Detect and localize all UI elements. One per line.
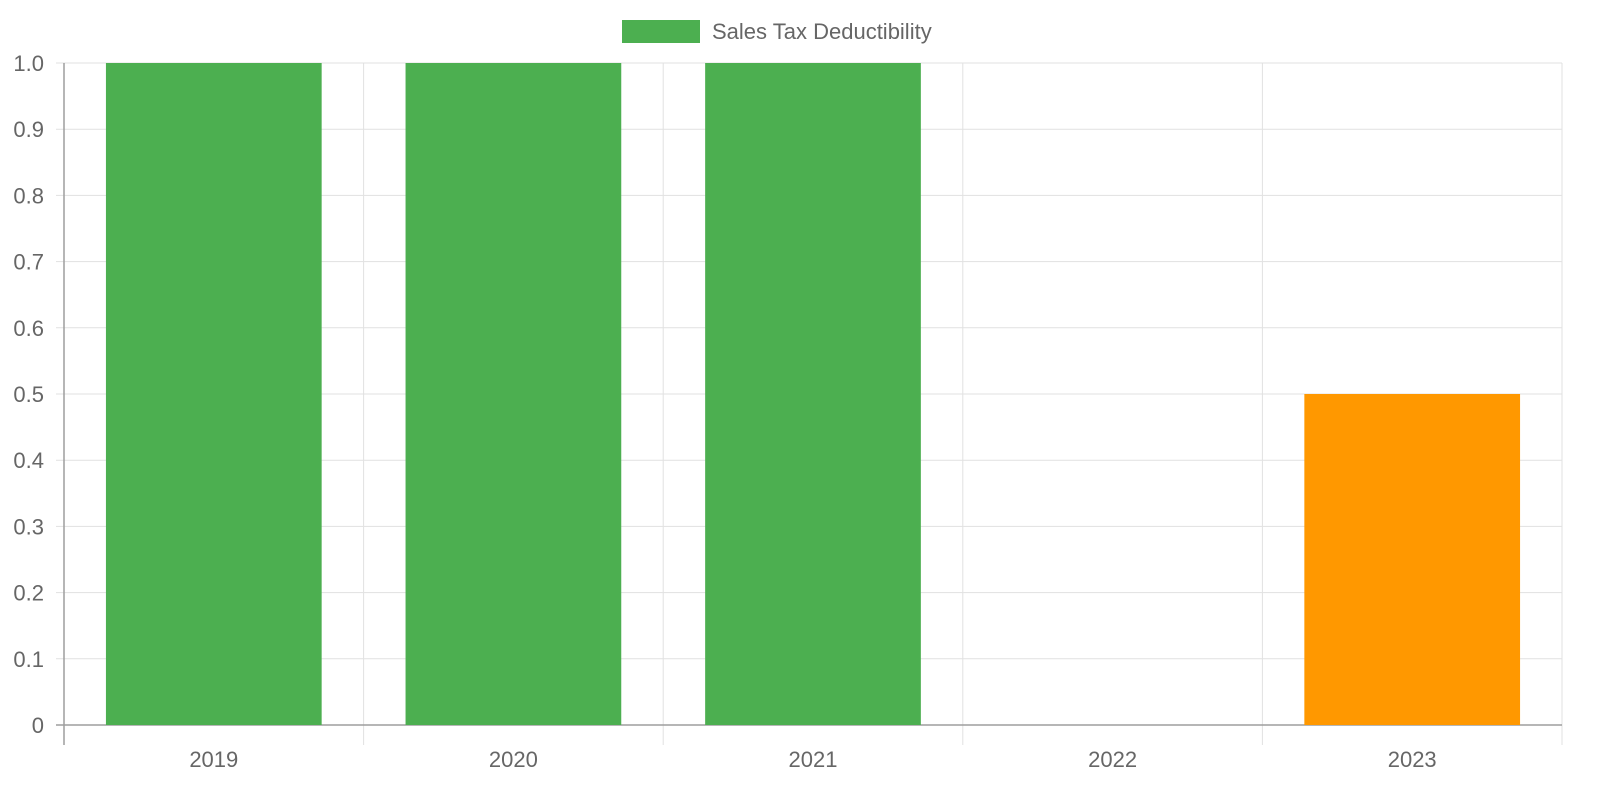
x-tick-label: 2020	[489, 747, 538, 772]
x-tick-label: 2022	[1088, 747, 1137, 772]
y-tick-label: 0.2	[13, 581, 44, 606]
x-tick-label: 2021	[789, 747, 838, 772]
x-axis-tick-labels: 2019 2020 2021 2022 2023	[189, 747, 1436, 772]
x-tick-label: 2023	[1388, 747, 1437, 772]
legend-label: Sales Tax Deductibility	[712, 19, 932, 44]
y-tick-label: 0.9	[13, 117, 44, 142]
bar-2021[interactable]	[705, 63, 921, 725]
legend[interactable]: Sales Tax Deductibility	[622, 19, 932, 44]
y-tick-label: 0.1	[13, 647, 44, 672]
y-axis-tick-labels: 0 0.1 0.2 0.3 0.4 0.5 0.6 0.7 0.8 0.9 1.0	[13, 51, 44, 738]
bars	[105, 63, 1521, 725]
legend-swatch	[622, 20, 700, 43]
bar-2023[interactable]	[1304, 394, 1521, 725]
y-tick-label: 0.3	[13, 514, 44, 539]
y-tick-label: 0.7	[13, 250, 44, 275]
y-tick-label: 0	[32, 713, 44, 738]
y-tick-label: 0.4	[13, 448, 44, 473]
bar-2019[interactable]	[105, 63, 322, 725]
x-tick-label: 2019	[189, 747, 238, 772]
y-tick-label: 0.8	[13, 183, 44, 208]
bar-2020[interactable]	[405, 63, 622, 725]
y-tick-label: 0.5	[13, 382, 44, 407]
y-tick-label: 1.0	[13, 51, 44, 76]
y-tick-label: 0.6	[13, 316, 44, 341]
